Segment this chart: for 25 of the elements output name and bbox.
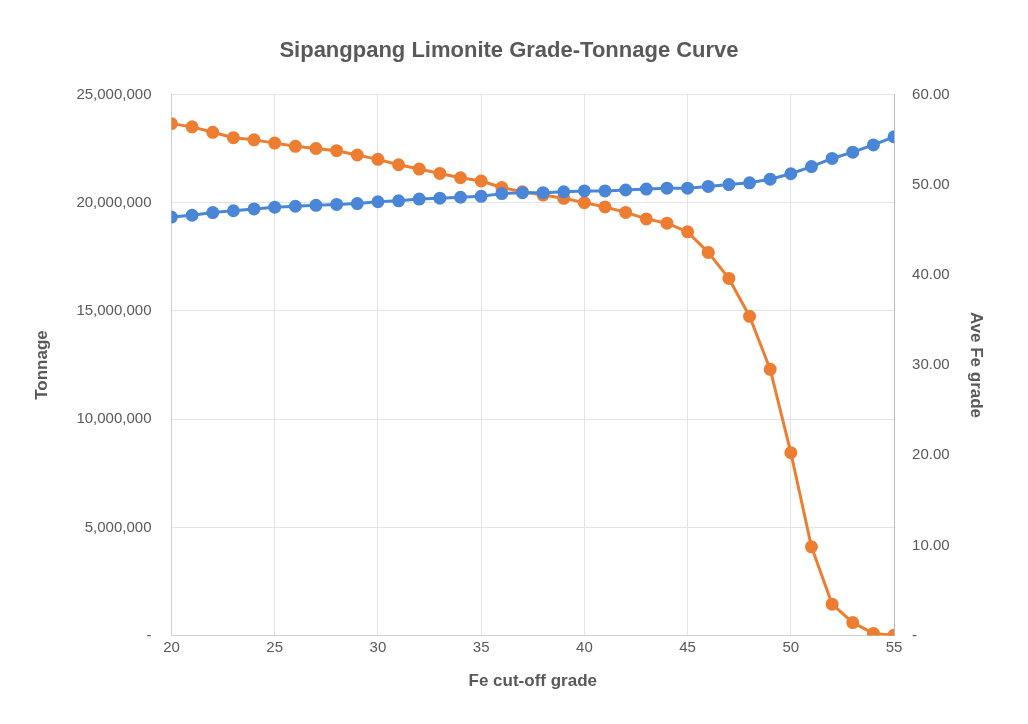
x-tick-label: 40 [576,637,593,655]
x-tick-label: 55 [885,637,903,655]
y-tick-label: 20,000,000 [76,192,152,210]
x-tick-label: 20 [163,637,180,655]
x-axis-title: Fe cut-off grade [468,671,597,691]
y2-tick-label: 50.00 [912,174,950,192]
x-tick-label: 30 [369,637,387,655]
x-tick-label: 45 [679,637,696,655]
y2-tick-label: 10.00 [912,535,950,553]
y-tick-label: - [146,625,152,643]
x-tick-label: 35 [472,637,490,655]
y-tick-label: 15,000,000 [76,301,152,319]
x-tick-label: 25 [266,637,284,655]
y2-tick-label: 60.00 [912,84,950,102]
y-axis-title: Tonnage [31,330,51,400]
y2-tick-label: 30.00 [912,355,950,373]
y2-tick-label: 20.00 [912,445,950,463]
y2-axis-title: Ave Fe grade [967,311,987,419]
y2-tick-label: - [912,625,918,643]
x-tick-label: 50 [782,637,800,655]
y-tick-label: 10,000,000 [76,409,152,427]
chart-title: Sipangpang Limonite Grade-Tonnage Curve [279,37,739,63]
y2-tick-label: 40.00 [912,264,950,282]
y-tick-label: 5,000,000 [84,517,152,535]
y-tick-label: 25,000,000 [76,84,152,102]
